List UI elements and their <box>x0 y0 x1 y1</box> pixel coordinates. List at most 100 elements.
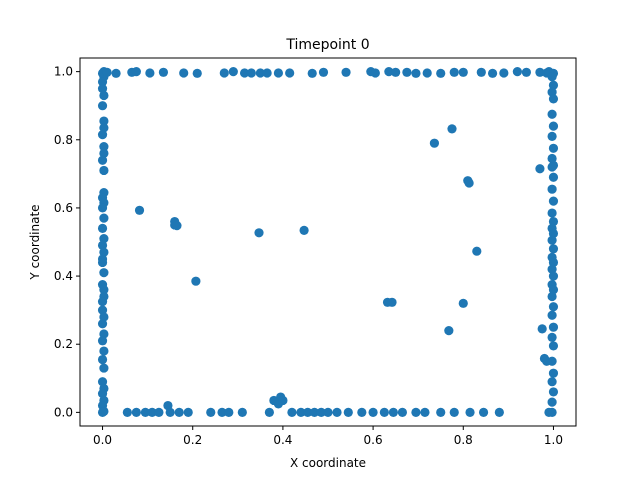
data-point <box>548 387 559 397</box>
data-point <box>309 407 320 417</box>
data-point <box>99 233 109 244</box>
data-point <box>97 155 108 165</box>
y-tick-label: 1.0 <box>54 65 73 79</box>
data-point <box>191 276 201 286</box>
data-point <box>99 116 109 126</box>
data-point <box>254 228 264 238</box>
data-point <box>548 216 559 227</box>
data-point <box>548 322 559 332</box>
data-point <box>548 302 559 312</box>
data-point <box>140 407 150 417</box>
data-point <box>548 244 559 254</box>
data-point <box>341 67 351 77</box>
data-point <box>547 235 557 245</box>
data-point <box>548 80 559 90</box>
y-tick-label: 0.2 <box>54 337 73 351</box>
data-point <box>99 312 109 322</box>
data-point <box>97 77 108 87</box>
data-point <box>323 407 333 417</box>
data-point <box>97 240 108 251</box>
data-point <box>537 324 547 334</box>
data-point <box>548 271 559 281</box>
data-point <box>447 124 457 134</box>
data-point <box>547 131 557 141</box>
data-point <box>332 407 342 417</box>
data-point <box>97 407 108 417</box>
data-point <box>264 407 274 417</box>
data-point <box>237 407 247 417</box>
data-point <box>548 368 559 378</box>
y-tick-label: 0.0 <box>54 405 73 419</box>
chart-title: Timepoint 0 <box>285 37 369 53</box>
data-point <box>111 68 121 78</box>
data-point <box>548 341 559 351</box>
data-point <box>547 310 557 320</box>
data-point <box>316 407 326 417</box>
data-point <box>547 153 557 164</box>
data-point <box>548 143 559 153</box>
data-point <box>487 68 498 78</box>
data-point <box>287 407 297 417</box>
data-point <box>97 257 108 268</box>
data-point <box>134 205 145 215</box>
data-point <box>548 228 559 239</box>
plot-area <box>80 58 576 426</box>
data-point <box>458 67 468 77</box>
points-layer <box>97 67 559 417</box>
data-point <box>246 68 256 78</box>
data-point <box>420 407 430 417</box>
data-point <box>255 68 265 78</box>
data-point <box>99 285 109 295</box>
data-point <box>422 68 432 78</box>
data-point <box>99 363 109 373</box>
data-point <box>444 325 454 336</box>
data-point <box>97 203 108 213</box>
data-point <box>97 336 108 346</box>
data-point <box>343 407 353 417</box>
data-point <box>464 178 474 188</box>
data-point <box>262 68 272 78</box>
data-point <box>296 407 306 417</box>
data-point <box>224 407 234 417</box>
data-point <box>494 407 504 417</box>
data-point <box>102 67 112 77</box>
data-point <box>512 67 522 77</box>
data-point <box>391 67 401 77</box>
data-point <box>384 67 394 77</box>
data-point <box>449 407 459 417</box>
y-axis-ticks: 0.0 0.2 0.4 0.6 0.8 1.0 <box>54 65 80 419</box>
data-point <box>97 84 108 94</box>
data-point <box>357 407 367 417</box>
data-point <box>465 407 475 417</box>
data-point <box>97 297 108 307</box>
data-point <box>547 162 557 172</box>
data-point <box>402 67 412 77</box>
y-tick-label: 0.8 <box>54 133 73 147</box>
data-point <box>299 225 309 236</box>
x-axis-label: X coordinate <box>290 456 366 470</box>
data-point <box>145 68 155 78</box>
x-tick-label: 0.4 <box>273 433 292 447</box>
data-point <box>154 407 164 417</box>
data-point <box>97 389 108 399</box>
data-point <box>99 123 109 133</box>
data-point <box>303 407 313 417</box>
data-point <box>131 407 141 417</box>
data-point <box>379 407 389 417</box>
data-point <box>285 68 295 78</box>
y-axis-label: Y coordinate <box>28 204 42 280</box>
data-point <box>436 68 446 78</box>
data-point <box>192 68 202 78</box>
data-point <box>97 319 108 329</box>
data-point <box>307 68 317 78</box>
data-point <box>370 68 380 78</box>
data-point <box>547 397 557 407</box>
data-point <box>449 67 459 77</box>
data-point <box>239 68 250 78</box>
data-point <box>547 109 557 119</box>
data-point <box>206 407 216 417</box>
data-point <box>547 72 557 82</box>
data-point <box>535 164 545 174</box>
data-point <box>122 407 132 417</box>
